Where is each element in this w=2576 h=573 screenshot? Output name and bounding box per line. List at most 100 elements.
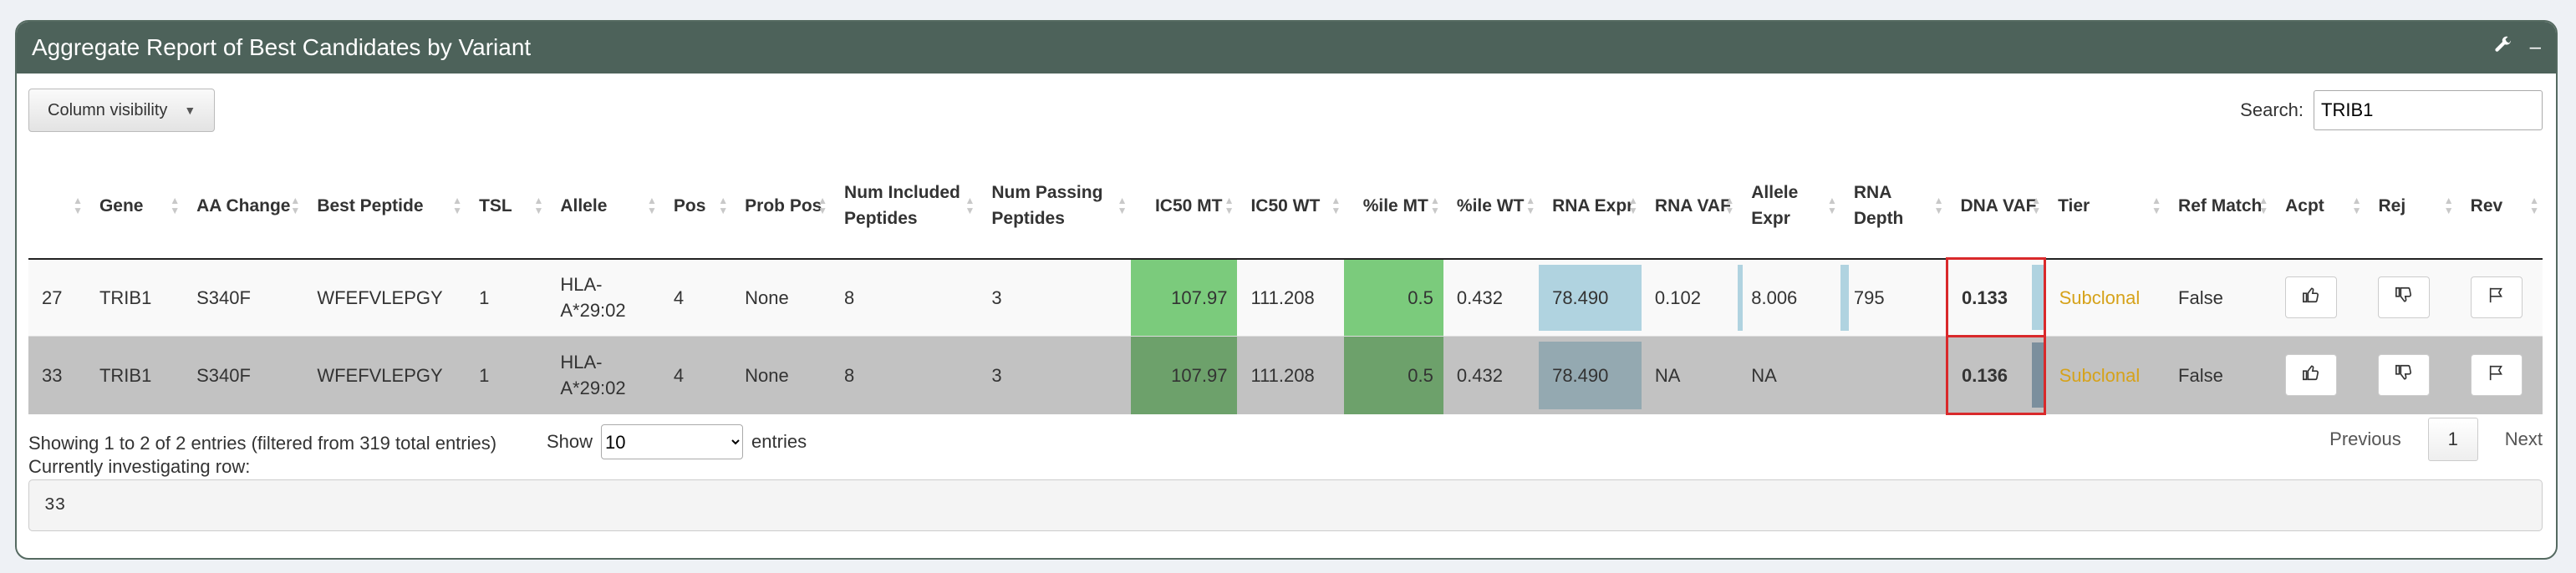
column-header-aa-change[interactable]: AA Change ▲ ▼	[183, 154, 304, 260]
column-header-label: %ile MT	[1362, 195, 1428, 216]
reject-button[interactable]	[2378, 276, 2431, 319]
column-header-label: Allele Expr	[1751, 183, 1799, 229]
review-button[interactable]	[2470, 354, 2523, 397]
sort-icon: ▲ ▼	[2258, 195, 2269, 217]
report-panel: Aggregate Report of Best Candidates by V…	[15, 20, 2558, 560]
cell-value: 4	[673, 286, 685, 308]
column-header-ic50-wt[interactable]: IC50 WT ▲ ▼	[1237, 154, 1345, 260]
column-header-pctile-wt[interactable]: %ile WT ▲ ▼	[1443, 154, 1540, 260]
column-header-label: Num Included Peptides	[844, 183, 960, 229]
next-page-button[interactable]: Next	[2504, 428, 2543, 449]
cell-pctile-mt: 0.5	[1344, 258, 1443, 337]
sort-icon: ▲ ▼	[2529, 195, 2539, 217]
column-header-label: Acpt	[2285, 195, 2324, 216]
cell-value: 8.006	[1751, 286, 1798, 308]
sort-icon: ▲ ▼	[533, 195, 544, 217]
cell-value: 3	[991, 364, 1002, 386]
wrench-icon[interactable]	[2493, 35, 2513, 61]
thumbs-up-icon	[2302, 363, 2320, 388]
cell-value: 78.490	[1552, 364, 1609, 386]
column-header-rna-depth[interactable]: RNA Depth ▲ ▼	[1840, 154, 1947, 260]
column-header-num-included[interactable]: Num Included Peptides ▲ ▼	[831, 154, 979, 260]
cell-value: 78.490	[1552, 286, 1609, 308]
review-button[interactable]	[2470, 276, 2523, 319]
column-header-best-peptide[interactable]: Best Peptide ▲ ▼	[303, 154, 466, 260]
table-info: Showing 1 to 2 of 2 entries (filtered fr…	[28, 433, 497, 454]
column-header-ref-match[interactable]: Ref Match ▲ ▼	[2165, 154, 2273, 260]
cell-value: Subclonal	[2059, 364, 2141, 386]
column-header-ic50-mt[interactable]: IC50 MT ▲ ▼	[1130, 154, 1238, 260]
column-header-allele[interactable]: Allele ▲ ▼	[547, 154, 660, 260]
column-header-prob-pos[interactable]: Prob Pos ▲ ▼	[731, 154, 832, 260]
column-header-rev[interactable]: Rev ▲ ▼	[2456, 154, 2543, 260]
cell-acpt	[2272, 258, 2365, 337]
column-header-label: TSL	[479, 195, 512, 216]
investigating-row-field[interactable]: 33	[28, 479, 2543, 531]
column-header-tsl[interactable]: TSL ▲ ▼	[466, 154, 547, 260]
column-header-label: %ile WT	[1456, 195, 1525, 216]
value-bar	[1840, 264, 1849, 331]
page-1-button[interactable]: 1	[2427, 418, 2478, 461]
cell-value: 795	[1853, 286, 1885, 308]
sort-icon: ▲ ▼	[1827, 195, 1837, 217]
column-header-tier[interactable]: Tier ▲ ▼	[2044, 154, 2166, 260]
search-input[interactable]	[2314, 90, 2543, 130]
table-row[interactable]: 33 TRIB1 S340F WFEFVLEPGY 1 HLA-A*29:02 4 None 8…	[28, 335, 2543, 415]
panel-header: Aggregate Report of Best Candidates by V…	[17, 22, 2556, 74]
cell-value: 8	[844, 286, 855, 308]
cell-rna-depth: 795	[1840, 258, 1947, 337]
column-visibility-button[interactable]: Column visibility ▼	[28, 89, 216, 132]
table-row[interactable]: 27 TRIB1 S340F WFEFVLEPGY 1 HLA-A*29:02 4 None 8…	[28, 257, 2543, 337]
sort-icon: ▲ ▼	[1525, 195, 1536, 217]
minimize-icon[interactable]: –	[2529, 36, 2541, 58]
cell-ic50-wt: 111.208	[1237, 336, 1345, 414]
value-bar	[1539, 264, 1642, 331]
column-header-dna-vaf[interactable]: DNA VAF ▲ ▼	[1947, 154, 2045, 260]
cell-value: False	[2178, 286, 2223, 308]
cell-value: 33	[42, 364, 63, 386]
column-header-label: AA Change	[196, 195, 291, 216]
column-header-label: DNA VAF	[1960, 195, 2037, 216]
reject-button[interactable]	[2378, 354, 2431, 397]
cell-pctile-mt: 0.5	[1344, 336, 1443, 414]
cell-value: 0.432	[1456, 364, 1503, 386]
cell-pos: 4	[659, 258, 732, 337]
value-bar	[1539, 342, 1642, 409]
accept-button[interactable]	[2285, 354, 2338, 397]
cell-pctile-wt: 0.432	[1443, 336, 1540, 414]
accept-button[interactable]	[2285, 276, 2338, 319]
previous-page-button[interactable]: Previous	[2329, 428, 2401, 449]
column-header-pctile-mt[interactable]: %ile MT ▲ ▼	[1344, 154, 1443, 260]
column-header-num-passing[interactable]: Num Passing Peptides ▲ ▼	[978, 154, 1131, 260]
column-header-label: RNA VAF	[1654, 195, 1731, 216]
cell-value: 0.136	[1961, 364, 2008, 386]
cell-value: S340F	[196, 286, 251, 308]
column-header-rna-vaf[interactable]: RNA VAF ▲ ▼	[1641, 154, 1739, 260]
column-header-gene[interactable]: Gene ▲ ▼	[85, 154, 184, 260]
column-header-label: Best Peptide	[317, 195, 424, 216]
cell-best-peptide: WFEFVLEPGY	[303, 258, 466, 337]
column-header-rej[interactable]: Rej ▲ ▼	[2365, 154, 2457, 260]
column-header-pos[interactable]: Pos ▲ ▼	[659, 154, 732, 260]
cell-rev	[2456, 258, 2543, 337]
page-size-select[interactable]: 10	[601, 424, 744, 459]
cell-value: 4	[673, 364, 685, 386]
column-header-label: IC50 MT	[1154, 195, 1223, 216]
cell-value: TRIB1	[99, 364, 152, 386]
cell-best-peptide: WFEFVLEPGY	[303, 336, 466, 414]
cell-tsl: 1	[466, 336, 547, 414]
column-header-allele-expr[interactable]: Allele Expr ▲ ▼	[1738, 154, 1840, 260]
cell-tsl: 1	[466, 258, 547, 337]
caret-down-icon: ▼	[184, 104, 196, 117]
column-header-id[interactable]: ▲ ▼	[28, 154, 86, 260]
column-header-label: Allele	[560, 195, 608, 216]
sort-icon: ▲ ▼	[452, 195, 463, 217]
cell-num-passing: 3	[978, 336, 1131, 414]
column-header-acpt[interactable]: Acpt ▲ ▼	[2272, 154, 2365, 260]
cell-rev	[2456, 336, 2543, 414]
sort-icon: ▲ ▼	[1224, 195, 1235, 217]
cell-tier: Subclonal	[2044, 336, 2166, 414]
column-header-label: Prob Pos	[745, 195, 822, 216]
cell-ref-match: False	[2165, 258, 2273, 337]
column-header-rna-expr[interactable]: RNA Expr ▲ ▼	[1539, 154, 1642, 260]
